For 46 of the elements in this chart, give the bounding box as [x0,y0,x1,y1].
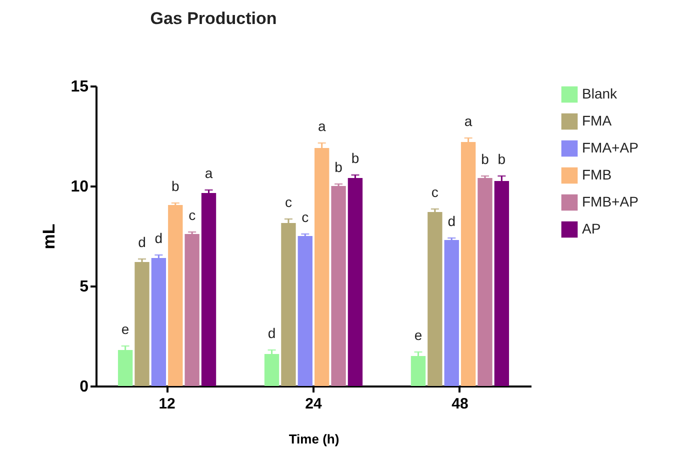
legend-label: Blank [582,86,618,102]
data-label: b [351,150,360,166]
data-label: c [431,184,438,200]
y-tick-label: 0 [80,378,89,396]
bar [314,148,330,386]
legend-label: AP [582,220,601,236]
data-label: b [334,159,343,175]
x-tick-label: 48 [452,396,468,412]
data-label: d [154,230,163,246]
data-label: e [121,321,130,337]
bar [134,262,150,386]
bar [201,193,216,386]
bar [151,258,166,386]
data-label: b [481,151,490,167]
data-label: a [318,118,326,134]
data-label: a [464,113,472,129]
data-label: c [302,209,309,225]
data-label: c [284,194,292,210]
data-label: a [204,165,213,181]
x-tick-label: 24 [305,396,322,412]
bar [264,354,280,386]
legend-label: FMB [582,166,612,182]
bar [494,181,510,386]
data-label: b [498,151,506,167]
y-tick-label: 15 [70,78,89,96]
bar [410,356,426,386]
data-label: d [448,213,456,229]
chart-title: Gas Production [150,9,277,28]
x-axis-title: Time (h) [288,432,340,446]
bar [348,178,363,386]
x-tick-label: 12 [158,396,176,412]
bar [460,142,476,386]
data-label: d [138,234,146,250]
bar [281,223,296,386]
legend-label: FMA+AP [582,140,638,156]
y-tick-label: 5 [80,278,89,296]
y-axis-title: mL [40,224,59,250]
data-label: b [171,178,180,194]
bar [428,212,442,386]
legend-label: FMA [582,112,612,128]
data-label: d [268,325,276,341]
legend-label: FMB+AP [582,194,638,210]
bar [118,350,133,386]
data-label: e [414,327,422,343]
y-tick-label: 10 [70,178,89,196]
data-label: c [188,207,196,223]
